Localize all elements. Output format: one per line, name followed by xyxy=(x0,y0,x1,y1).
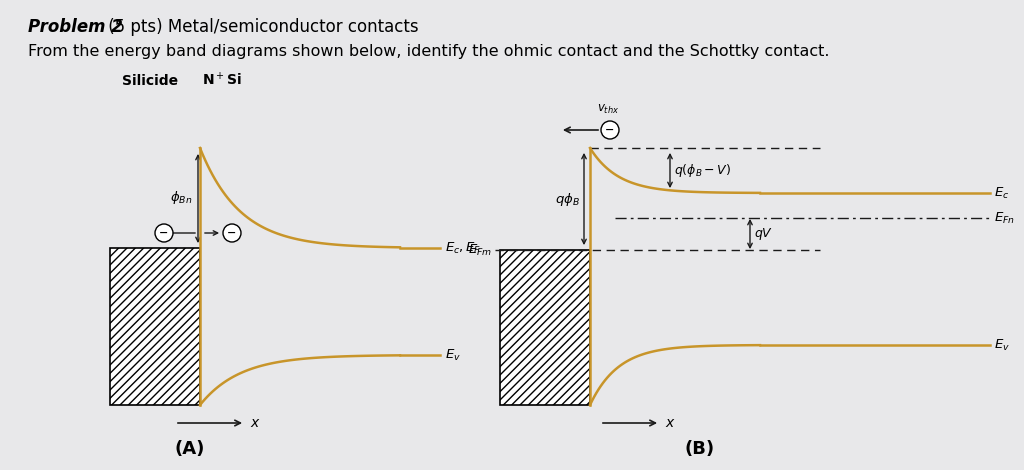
Text: $E_{Fm}$: $E_{Fm}$ xyxy=(468,243,492,258)
Text: $qV$: $qV$ xyxy=(754,226,773,242)
Text: $E_c$: $E_c$ xyxy=(994,186,1010,201)
Text: From the energy band diagrams shown below, identify the ohmic contact and the Sc: From the energy band diagrams shown belo… xyxy=(28,44,829,59)
Text: $E_v$: $E_v$ xyxy=(994,337,1010,352)
Text: $E_v$: $E_v$ xyxy=(445,347,461,362)
Text: −: − xyxy=(227,228,237,238)
Text: $E_{Fn}$: $E_{Fn}$ xyxy=(994,211,1015,226)
Text: (5 pts) Metal/semiconductor contacts: (5 pts) Metal/semiconductor contacts xyxy=(103,18,419,36)
Text: $v_{thx}$: $v_{thx}$ xyxy=(597,103,620,116)
Text: $E_c, E_F$: $E_c, E_F$ xyxy=(445,241,481,256)
Text: $x$: $x$ xyxy=(665,416,676,430)
Circle shape xyxy=(223,224,241,242)
Text: −: − xyxy=(160,228,169,238)
Text: −: − xyxy=(605,125,614,135)
Bar xyxy=(500,250,590,405)
Circle shape xyxy=(601,121,618,139)
Text: $q(\phi_B-V)$: $q(\phi_B-V)$ xyxy=(674,162,731,179)
Bar xyxy=(110,248,200,405)
Text: $\phi_{Bn}$: $\phi_{Bn}$ xyxy=(170,189,193,206)
Text: $q\phi_B$: $q\phi_B$ xyxy=(555,190,580,207)
Text: Problem 2: Problem 2 xyxy=(28,18,123,36)
Text: $x$: $x$ xyxy=(250,416,261,430)
Text: Silicide: Silicide xyxy=(122,74,178,88)
Text: N$^+$Si: N$^+$Si xyxy=(202,70,242,88)
Circle shape xyxy=(155,224,173,242)
Text: (A): (A) xyxy=(175,440,205,458)
Text: (B): (B) xyxy=(685,440,715,458)
